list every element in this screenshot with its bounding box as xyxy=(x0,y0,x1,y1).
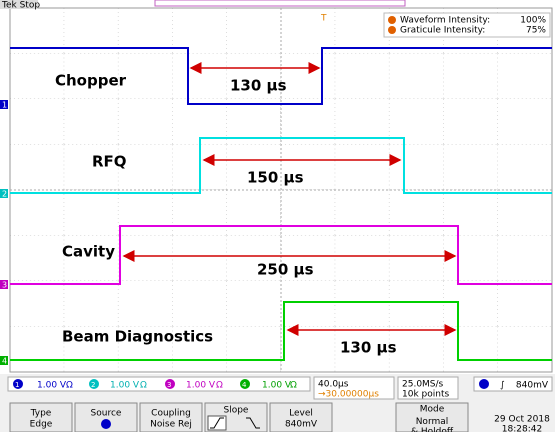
intensity-value: 100% xyxy=(520,16,546,26)
svg-text:∫: ∫ xyxy=(500,381,505,391)
date: 29 Oct 2018 xyxy=(494,415,550,425)
ch-marker: 4 xyxy=(2,357,7,366)
icon xyxy=(388,16,396,24)
menu-button[interactable] xyxy=(9,402,73,432)
menu-title: Coupling xyxy=(151,409,191,419)
label: RFQ xyxy=(92,153,127,171)
menu-title: Source xyxy=(91,409,122,419)
ch-num: 4 xyxy=(242,381,247,389)
menu-button[interactable] xyxy=(269,402,333,432)
ch-scale: 1.00 V xyxy=(186,381,216,391)
record-length: 10k points xyxy=(402,390,449,400)
trace-ch4 xyxy=(10,301,552,361)
menu-value: Noise Rej xyxy=(150,420,192,430)
width-label: 130 µs xyxy=(230,77,287,95)
menu-button[interactable] xyxy=(395,402,469,432)
position: →30.00000µs xyxy=(318,390,379,400)
menu-value: Edge xyxy=(30,420,53,430)
sample-rate: 25.0MS/s xyxy=(402,380,444,390)
ch-num: 2 xyxy=(91,381,95,389)
width-label: 250 µs xyxy=(257,261,314,279)
intensity-label: Waveform Intensity: xyxy=(400,16,490,26)
status: Tek Stop xyxy=(1,1,40,11)
ch-unit: Ω xyxy=(290,381,297,391)
menu-title: Level xyxy=(289,409,313,419)
trace-ch3 xyxy=(10,225,552,285)
ch-num: 3 xyxy=(167,381,171,389)
ch-marker: 3 xyxy=(2,281,7,290)
ch-scale: 1.00 V xyxy=(37,381,67,391)
menu-title: Mode xyxy=(420,405,445,415)
menu-value-line: Normal xyxy=(416,417,449,427)
trigger-marker: T xyxy=(320,14,327,24)
trace-ch1 xyxy=(10,47,552,105)
menu-value: Normal & Holdoff xyxy=(411,417,454,432)
menu-title: Type xyxy=(30,409,52,419)
ch-unit: Ω xyxy=(216,381,223,391)
menu-title: Slope xyxy=(224,406,249,416)
menu-value: 840mV xyxy=(285,420,318,430)
ch-marker: 2 xyxy=(2,190,7,199)
label: Cavity xyxy=(62,243,115,261)
intensity-box xyxy=(383,12,551,38)
time: 18:28:42 xyxy=(502,425,542,432)
ch-unit: Ω xyxy=(66,381,73,391)
ch-unit: Ω xyxy=(140,381,147,391)
intensity-label: Graticule Intensity: xyxy=(400,26,485,36)
ch-marker: 1 xyxy=(2,101,7,110)
trace-ch2 xyxy=(10,137,552,194)
menu-button[interactable] xyxy=(139,402,203,432)
intensity-value: 75% xyxy=(526,26,546,36)
timebase: 40.0µs xyxy=(318,380,349,390)
label: Beam Diagnostics xyxy=(62,328,213,346)
trigger-level: 840mV xyxy=(516,381,549,391)
icon xyxy=(388,26,396,34)
label: Chopper xyxy=(55,72,127,90)
width-label: 130 µs xyxy=(340,339,397,357)
width-label: 150 µs xyxy=(247,169,304,187)
channel-bar xyxy=(7,376,311,392)
ch-scale: 1.00 V xyxy=(262,381,292,391)
ch-num: 1 xyxy=(15,381,19,389)
record-bar xyxy=(154,0,406,7)
menu-value-line: & Holdoff xyxy=(411,427,454,432)
status-box xyxy=(0,0,38,9)
ch-scale: 1.00 V xyxy=(110,381,140,391)
